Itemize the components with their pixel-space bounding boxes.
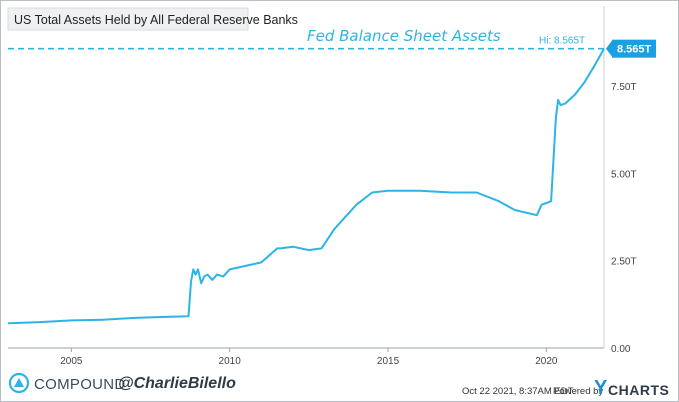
author-handle: @CharlieBilello [118, 375, 236, 392]
ycharts-logo-icon: Y [594, 377, 608, 399]
last-value-label: 8.565T [617, 44, 652, 56]
x-tick-label: 2020 [535, 356, 558, 367]
series-line-0 [7, 48, 605, 325]
y-tick-label: 5.00T [611, 169, 637, 180]
chart-annotation: Fed Balance Sheet Assets [307, 27, 501, 45]
timestamp: Oct 22 2021, 8:37AM EDT. [462, 386, 576, 397]
x-tick-label: 2005 [60, 356, 83, 367]
powered-by-label: Powered by [553, 386, 604, 397]
high-label: Hi: 8.565T [539, 36, 585, 47]
compound-logo-icon [8, 372, 30, 394]
last-value-badge: 8.565T [606, 39, 656, 58]
chart-title-box [7, 7, 249, 31]
badge-box [612, 39, 656, 58]
badge-pointer [606, 40, 612, 57]
chart-canvas: US Total Assets Held by All Federal Rese… [7, 6, 656, 367]
chart-title: US Total Assets Held by All Federal Rese… [14, 13, 298, 27]
ycharts-brand: CHARTS [608, 382, 670, 398]
y-tick-labels: 0.00 2.50T 5.00T 7.50T [611, 82, 637, 355]
series-group [7, 48, 605, 325]
footer: COMPOUND @CharlieBilello Oct 22 2021, 8:… [0, 368, 679, 402]
x-tick-label: 2010 [219, 356, 242, 367]
high-marker: Hi: 8.565T [8, 36, 604, 50]
y-tick-label: 0.00 [611, 344, 631, 355]
x-tick-label: 2015 [377, 356, 400, 367]
y-tick-label: 7.50T [611, 82, 637, 93]
compound-brand: COMPOUND [34, 376, 126, 393]
y-tick-label: 2.50T [611, 257, 637, 268]
x-tick-labels: 2005 2010 2015 2020 [60, 348, 558, 367]
